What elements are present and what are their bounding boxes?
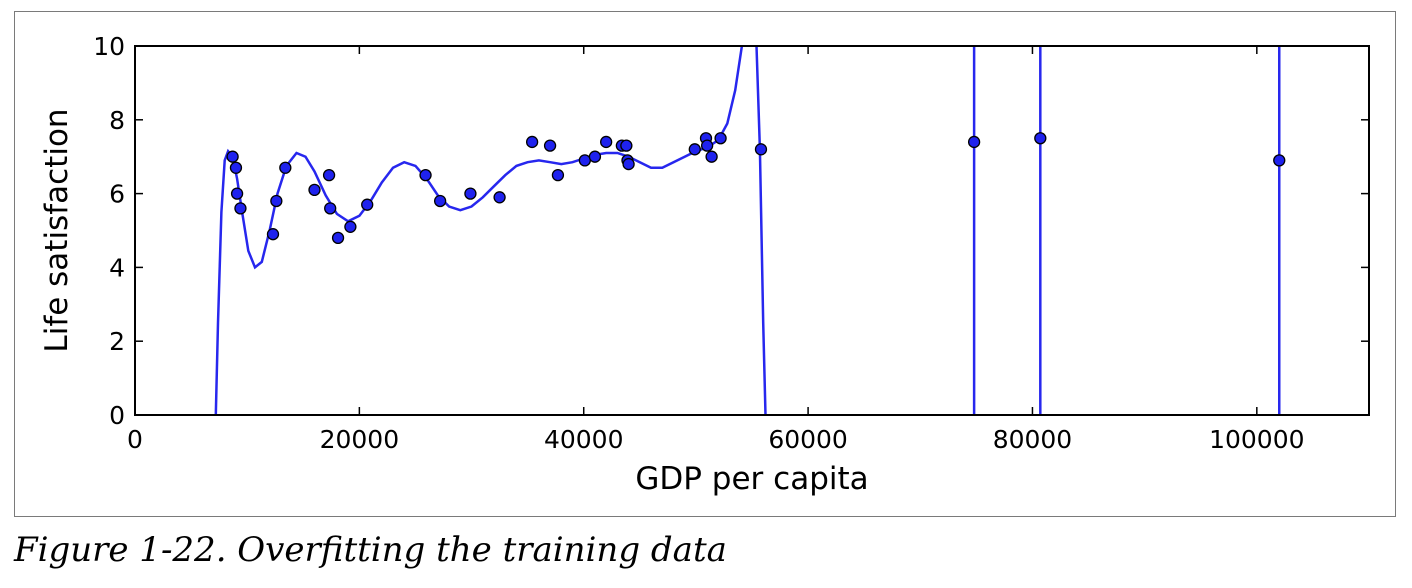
plot-area xyxy=(214,46,1286,415)
data-point xyxy=(266,228,280,241)
data-point xyxy=(551,168,565,182)
x-tick-label: 20000 xyxy=(320,425,400,454)
y-tick-label: 2 xyxy=(109,327,125,356)
data-point xyxy=(433,194,447,208)
x-tick-label: 0 xyxy=(127,425,143,454)
data-point xyxy=(700,139,714,152)
data-point xyxy=(754,143,768,156)
figure-caption: Figure 1-22. Overfitting the training da… xyxy=(14,530,727,570)
data-point xyxy=(230,187,244,200)
data-point xyxy=(308,183,321,197)
x-tick-label: 60000 xyxy=(768,425,848,454)
data-point xyxy=(493,191,506,204)
data-point xyxy=(331,231,345,245)
data-point xyxy=(229,161,243,174)
figure-frame: 0 20000 40000 60000 80000 100000 0 2 4 6 8 10 GDP p… xyxy=(14,11,1396,517)
x-tick-label: 100000 xyxy=(1209,425,1304,454)
x-tick-label: 40000 xyxy=(544,425,624,454)
data-point xyxy=(464,187,477,200)
plot-border xyxy=(134,45,1370,416)
data-point xyxy=(525,135,539,149)
data-point xyxy=(419,168,432,182)
data-point xyxy=(688,143,701,156)
data-point xyxy=(344,220,357,233)
data-point xyxy=(324,202,337,215)
data-point xyxy=(1273,154,1286,167)
data-point xyxy=(543,139,557,152)
data-point xyxy=(322,168,336,182)
data-point xyxy=(578,154,591,167)
x-axis-label: GDP per capita xyxy=(635,461,868,497)
data-point xyxy=(226,150,239,163)
data-point xyxy=(967,135,981,149)
data-point xyxy=(361,198,374,211)
data-point xyxy=(714,132,727,145)
data-point xyxy=(270,194,283,208)
data-point xyxy=(622,157,635,171)
y-tick-label: 10 xyxy=(93,32,125,61)
model-curve xyxy=(214,46,767,415)
y-tick-label: 8 xyxy=(109,106,125,135)
axis-ticks: 0 20000 40000 60000 80000 100000 0 2 4 6 8 10 xyxy=(93,32,1369,454)
y-tick-label: 0 xyxy=(109,401,125,430)
y-tick-label: 4 xyxy=(109,253,125,282)
data-point xyxy=(600,135,613,149)
data-point xyxy=(279,161,292,174)
data-point xyxy=(588,150,602,163)
y-tick-label: 6 xyxy=(109,180,125,209)
data-point xyxy=(234,202,247,215)
data-point xyxy=(705,150,718,163)
chart: 0 20000 40000 60000 80000 100000 0 2 4 6 8 10 GDP p… xyxy=(39,32,1370,497)
y-axis-label: Life satisfaction xyxy=(39,108,75,352)
x-tick-label: 80000 xyxy=(993,425,1073,454)
data-point xyxy=(1034,132,1047,145)
data-point xyxy=(620,139,633,152)
